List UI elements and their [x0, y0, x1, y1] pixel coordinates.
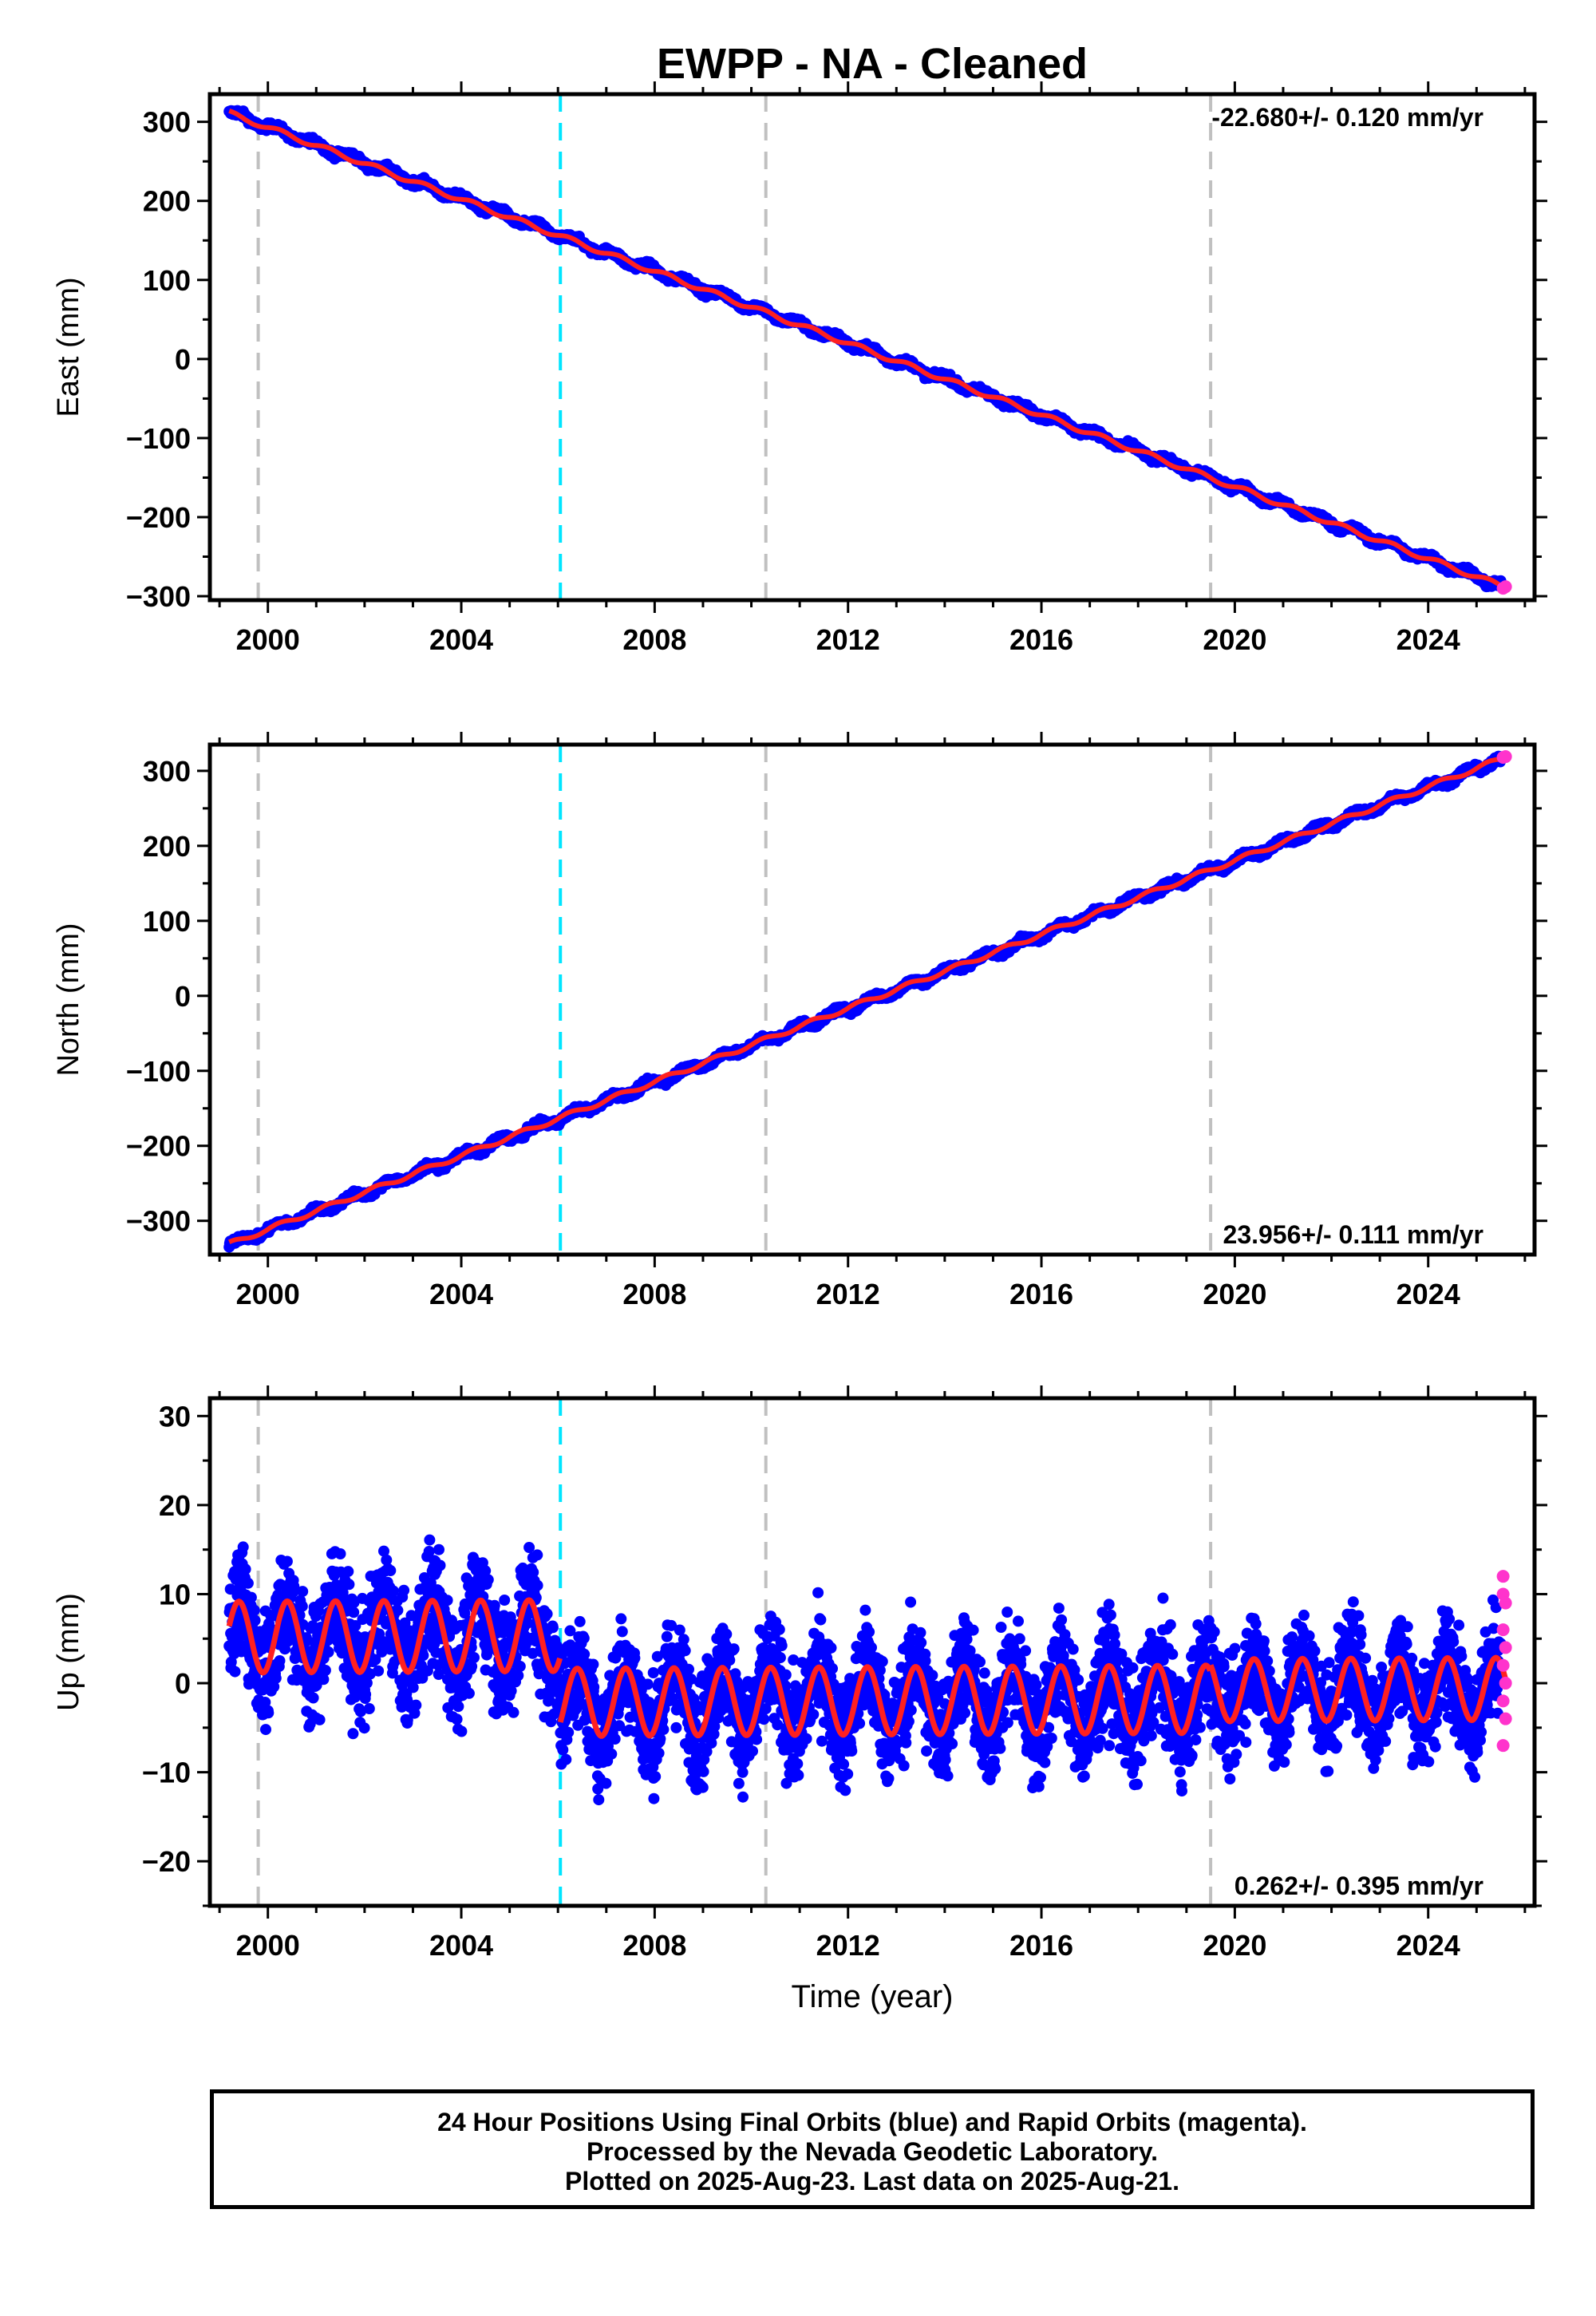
y-tick-label: 300 [143, 106, 191, 139]
y-tick-label: −300 [126, 580, 191, 613]
x-tick-label: 2008 [622, 623, 686, 656]
panel-east: 2000 2004 2008 2012 2016 2020 2024−300−200−100… [52, 81, 1547, 656]
east-rate-label: -22.680+/- 0.120 mm/yr [1211, 103, 1483, 132]
y-tick-label: −100 [126, 422, 191, 455]
x-tick-label: 2024 [1396, 623, 1460, 656]
x-tick-label: 2012 [816, 623, 880, 656]
x-tick-label: 2000 [236, 623, 300, 656]
y-tick-label: 200 [143, 185, 191, 218]
north-data [223, 745, 1512, 1255]
east-y-axis-label: East (mm) [52, 277, 85, 417]
east-y-axis: −300 −200 −100 0 100 200 300 [126, 106, 1547, 613]
panel-north: 2000 2004 2008 2012 2016 2020 2024−300−200−100… [52, 732, 1547, 1310]
east-data [223, 94, 1512, 600]
figure-title: EWPP - NA - Cleaned [657, 40, 1088, 88]
east-model-line [228, 109, 1507, 591]
rapid-point [1499, 580, 1512, 594]
east-rapid-orbit-points [1496, 580, 1512, 595]
x-tick-label: 2004 [429, 623, 493, 656]
x-tick-label: 2016 [1009, 623, 1073, 656]
y-tick-label: 0 [175, 343, 191, 376]
y-tick-label: 100 [143, 264, 191, 297]
east-frame [207, 92, 1537, 603]
east-x-axis: 2000 2004 2008 2012 2016 2020 2024 [218, 81, 1527, 656]
y-tick-label: −200 [126, 501, 191, 534]
x-tick-label: 2020 [1203, 623, 1266, 656]
